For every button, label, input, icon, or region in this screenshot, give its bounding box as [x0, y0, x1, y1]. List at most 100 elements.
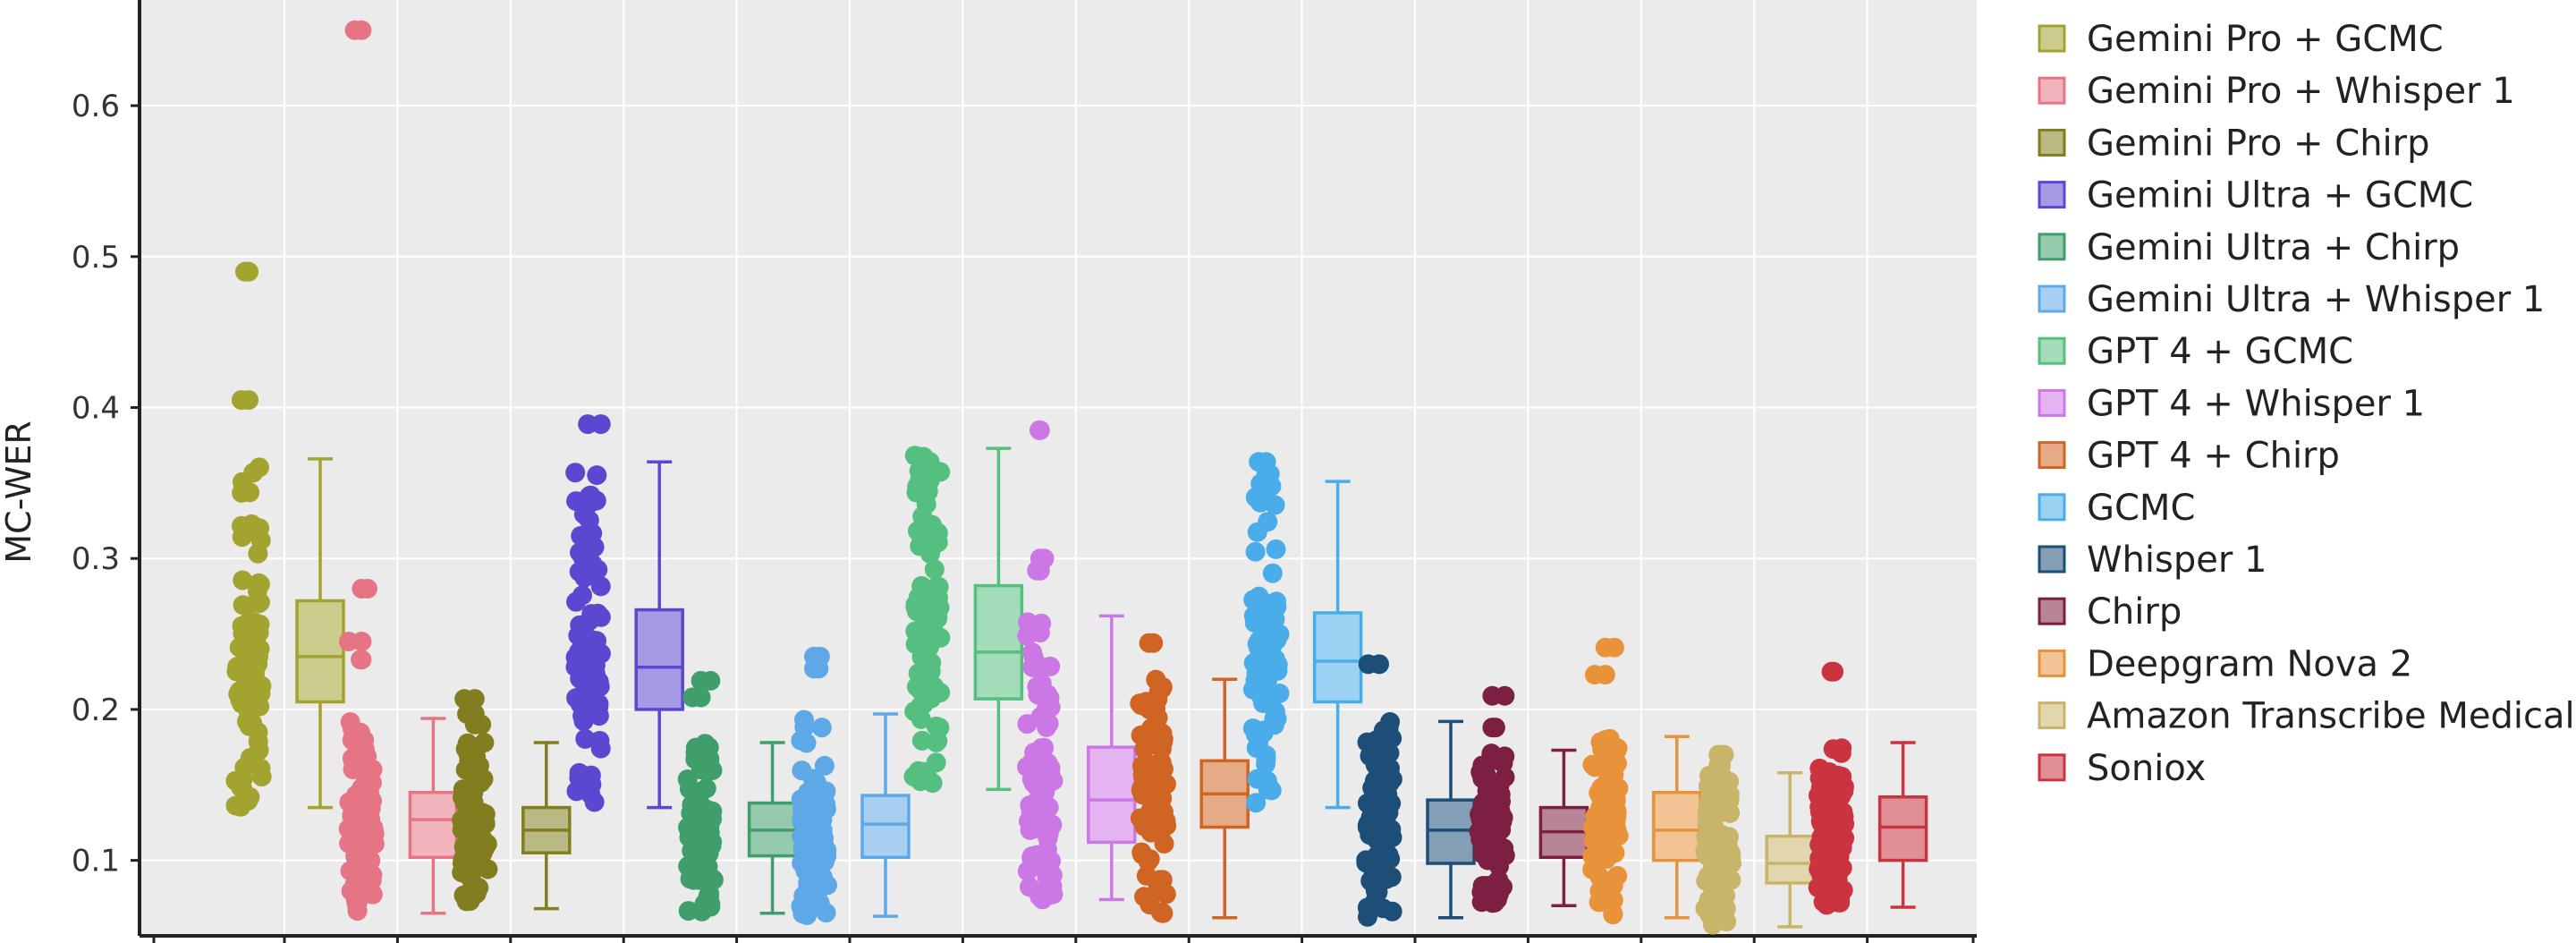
data-point: [1603, 875, 1623, 896]
data-point: [1018, 612, 1038, 633]
data-point: [1031, 673, 1052, 693]
legend-item: GPT 4 + Whisper 1: [2038, 383, 2425, 424]
data-point: [911, 730, 932, 751]
data-point: [1032, 889, 1053, 910]
legend-label: Amazon Transcribe Medical: [2087, 696, 2575, 737]
data-point: [232, 616, 252, 636]
data-point: [345, 889, 366, 910]
legend-label: Chirp: [2087, 591, 2182, 633]
legend-swatch: [2038, 233, 2066, 261]
data-point: [1243, 590, 1264, 610]
outlier-point: [1482, 718, 1503, 738]
iqr-box: [973, 583, 1024, 701]
data-point: [930, 462, 951, 482]
legend-label: GPT 4 + GCMC: [2087, 331, 2353, 372]
data-point: [1269, 683, 1290, 703]
data-point: [679, 778, 699, 799]
legend-swatch: [2038, 493, 2066, 522]
outlier-point: [464, 714, 485, 735]
data-point: [1492, 811, 1513, 832]
iqr-box: [1312, 611, 1363, 704]
legend-item: Gemini Pro + GCMC: [2038, 19, 2444, 60]
data-point: [1835, 814, 1855, 835]
outlier-point: [691, 687, 711, 708]
legend-swatch: [2038, 128, 2066, 157]
legend-item: Amazon Transcribe Medical: [2038, 696, 2575, 737]
data-point: [1377, 766, 1397, 786]
outlier-point: [352, 632, 372, 652]
data-point: [911, 532, 931, 553]
legend-item: Soniox: [2038, 748, 2206, 789]
outlier-point: [1595, 665, 1615, 685]
data-point: [240, 482, 260, 503]
data-point: [586, 490, 606, 511]
outlier-point: [352, 650, 372, 670]
data-point: [1599, 728, 1620, 749]
data-point: [478, 859, 498, 879]
data-point: [1033, 658, 1054, 678]
y-tick-label: 0.1: [72, 844, 120, 879]
data-point: [1139, 695, 1159, 716]
outlier-point: [1482, 685, 1503, 706]
data-point: [1038, 828, 1058, 849]
data-point: [1817, 837, 1837, 857]
data-point: [1358, 813, 1378, 834]
data-point: [1026, 776, 1046, 796]
y-tick-label: 0.3: [72, 541, 120, 577]
data-point: [1594, 790, 1614, 811]
data-point: [929, 718, 950, 738]
y-ticks: 0.1 0.2 0.3 0.4 0.5 0.6: [72, 89, 140, 879]
series-group: [1130, 633, 1250, 923]
data-point: [924, 559, 945, 580]
data-point: [1608, 826, 1629, 846]
data-point: [1143, 734, 1164, 754]
iqr-box: [860, 794, 911, 860]
data-point: [809, 837, 830, 857]
data-point: [569, 762, 589, 783]
data-point: [1472, 769, 1493, 789]
legend-label: GPT 4 + Chirp: [2087, 436, 2340, 477]
data-point: [241, 640, 261, 660]
data-point: [1031, 755, 1052, 776]
data-point: [1146, 669, 1166, 690]
legend-label: GPT 4 + Whisper 1: [2087, 383, 2425, 424]
data-point: [1365, 880, 1385, 901]
data-point: [924, 676, 945, 697]
series-group: [1356, 654, 1476, 927]
data-point: [1151, 752, 1172, 773]
y-tick-label: 0.5: [72, 240, 120, 276]
legend-item: Gemini Ultra + Whisper 1: [2038, 279, 2545, 320]
legend-item: GCMC: [2038, 488, 2195, 529]
data-point: [1367, 730, 1387, 751]
outlier-point: [1595, 637, 1615, 658]
data-point: [681, 803, 701, 823]
data-point: [1258, 779, 1278, 800]
data-point: [696, 778, 716, 799]
data-point: [249, 740, 269, 760]
series-group: [1808, 661, 1928, 915]
data-point: [904, 446, 925, 466]
y-axis-title: MC-WER: [0, 421, 38, 563]
data-point: [913, 628, 934, 649]
legend-swatch: [2038, 336, 2066, 365]
legend-label: Gemini Pro + Chirp: [2087, 123, 2430, 164]
data-point: [345, 845, 366, 866]
outlier-point: [1030, 420, 1050, 440]
data-point: [791, 730, 811, 751]
data-point: [1373, 803, 1394, 823]
outlier-point: [1708, 755, 1729, 776]
data-point: [1034, 808, 1055, 828]
data-point: [1373, 820, 1394, 841]
data-point: [1716, 783, 1737, 803]
data-point: [565, 463, 586, 483]
data-point: [686, 824, 707, 845]
iqr-box: [1652, 790, 1702, 862]
data-point: [1152, 788, 1173, 809]
outlier-point: [578, 414, 598, 435]
legend-label: Gemini Pro + GCMC: [2087, 19, 2444, 60]
iqr-box: [1087, 745, 1137, 845]
data-point: [340, 712, 360, 733]
outlier-point: [464, 689, 485, 709]
data-point: [1243, 652, 1264, 673]
data-point: [1246, 793, 1267, 813]
